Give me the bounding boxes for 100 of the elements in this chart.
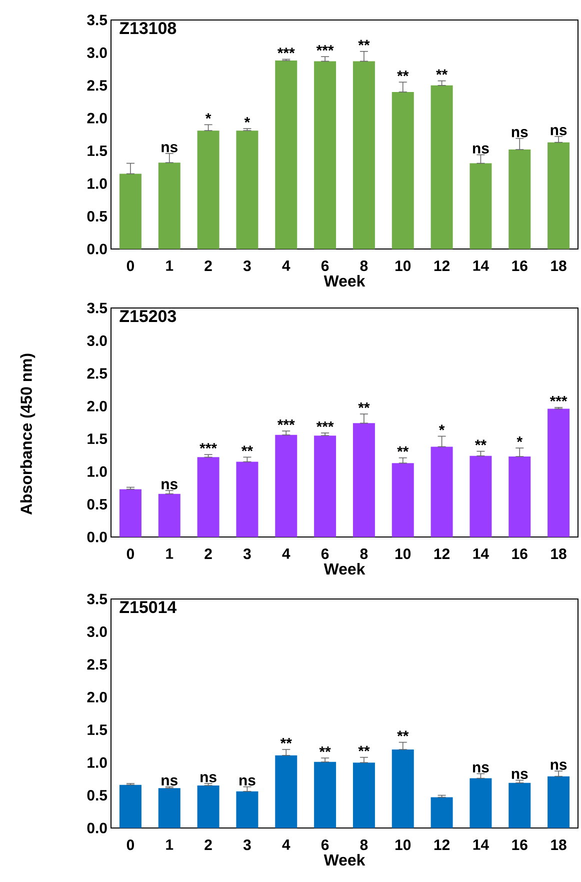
- x-tick-label: 16: [512, 548, 528, 560]
- bar: [430, 797, 453, 828]
- bar: [508, 456, 531, 537]
- y-tick-label: 3.0: [87, 626, 107, 638]
- chart-title: Z15014: [120, 601, 177, 614]
- bar: [548, 142, 570, 249]
- bar: [470, 778, 492, 828]
- x-tick-label: 3: [243, 840, 251, 850]
- annotation: ***: [277, 420, 295, 426]
- chart-title: Z15203: [120, 310, 176, 322]
- annotation: *: [205, 113, 212, 119]
- annotation: **: [358, 40, 370, 46]
- bar: [119, 489, 142, 537]
- annotation: **: [397, 446, 409, 452]
- x-tick-label: 18: [551, 548, 566, 560]
- x-tick-label: 0: [126, 840, 134, 850]
- x-tick-label: 10: [396, 548, 411, 560]
- x-tick-label: 8: [360, 840, 368, 850]
- x-tick-label: 16: [512, 840, 528, 850]
- chart-title: Z13108: [120, 22, 176, 34]
- y-tick-label: 3.5: [87, 14, 108, 26]
- annotation: *: [516, 436, 523, 442]
- annotation: ns: [512, 129, 528, 138]
- annotation: **: [397, 730, 409, 736]
- x-tick-label: 2: [204, 260, 212, 271]
- bar: [236, 791, 258, 828]
- annotation: ns: [512, 770, 528, 780]
- x-tick-label: 14: [473, 840, 489, 850]
- y-tick-label: 3.5: [87, 302, 108, 314]
- x-tick-label: 6: [321, 548, 329, 560]
- annotation: ***: [200, 443, 217, 449]
- bar: [197, 457, 220, 537]
- x-tick-label: 12: [434, 548, 450, 559]
- x-tick-label: 14: [473, 548, 489, 559]
- x-tick-label: 8: [360, 548, 368, 560]
- y-tick-label: 0.0: [87, 532, 107, 542]
- x-axis-title: Week: [324, 562, 366, 575]
- bar: [548, 408, 570, 537]
- bar: [197, 130, 220, 249]
- x-tick-label: 8: [360, 260, 368, 272]
- bar: [158, 162, 180, 249]
- y-tick-label: 3.0: [87, 47, 107, 58]
- annotation: **: [358, 402, 370, 408]
- y-tick-label: 2.5: [87, 368, 108, 379]
- annotation: ns: [550, 127, 567, 136]
- bar: [119, 784, 142, 828]
- annotation: **: [474, 440, 487, 446]
- bar: [470, 456, 492, 537]
- bar: [352, 61, 375, 249]
- x-tick-label: 0: [126, 548, 134, 560]
- bar: [275, 60, 298, 249]
- y-tick-label: 3.5: [87, 594, 108, 604]
- bar: [197, 785, 220, 828]
- y-tick-label: 1.0: [88, 466, 107, 477]
- bar: [314, 762, 336, 828]
- y-tick-label: 2.5: [87, 80, 108, 91]
- bar: [236, 462, 258, 537]
- annotation: ns: [472, 764, 489, 772]
- annotation: **: [397, 70, 409, 76]
- y-tick-label: 1.0: [88, 757, 107, 768]
- bar: [275, 755, 298, 828]
- x-tick-label: 1: [166, 548, 174, 559]
- annotation: **: [358, 746, 370, 752]
- x-tick-label: 1: [166, 840, 174, 850]
- y-tick-label: 2.0: [87, 692, 107, 702]
- bar: [392, 92, 414, 249]
- x-tick-label: 3: [243, 548, 251, 560]
- x-axis-title: Week: [324, 854, 366, 866]
- bar: [119, 174, 142, 249]
- y-tick-label: 0.5: [87, 210, 108, 222]
- bar: [158, 788, 180, 828]
- y-tick-label: 0.0: [87, 244, 107, 254]
- x-tick-label: 2: [204, 840, 212, 850]
- x-tick-label: 3: [243, 260, 251, 272]
- x-tick-label: 10: [396, 260, 411, 272]
- annotation: *: [244, 117, 250, 123]
- y-tick-label: 3.0: [87, 335, 107, 346]
- annotation: ***: [550, 396, 568, 402]
- bar: [470, 163, 492, 249]
- annotation: ***: [316, 421, 334, 428]
- annotation: ns: [200, 774, 216, 782]
- y-tick-label: 1.5: [88, 724, 108, 736]
- bar: [548, 776, 570, 828]
- x-tick-label: 0: [126, 260, 134, 272]
- annotation: **: [319, 746, 331, 752]
- annotation: **: [241, 446, 254, 452]
- x-tick-label: 1: [166, 260, 174, 271]
- bar: [236, 130, 258, 249]
- annotation: **: [280, 738, 292, 744]
- y-tick-label: 1.5: [88, 146, 108, 156]
- x-tick-label: 2: [204, 548, 212, 559]
- bar: [508, 782, 531, 828]
- x-tick-label: 4: [282, 840, 290, 850]
- annotation: *: [438, 424, 445, 430]
- bar: [392, 749, 414, 828]
- x-tick-label: 18: [551, 260, 566, 272]
- annotation: ***: [277, 48, 295, 54]
- annotation: ns: [239, 777, 256, 786]
- x-tick-label: 6: [321, 260, 329, 272]
- x-tick-label: 16: [512, 260, 528, 272]
